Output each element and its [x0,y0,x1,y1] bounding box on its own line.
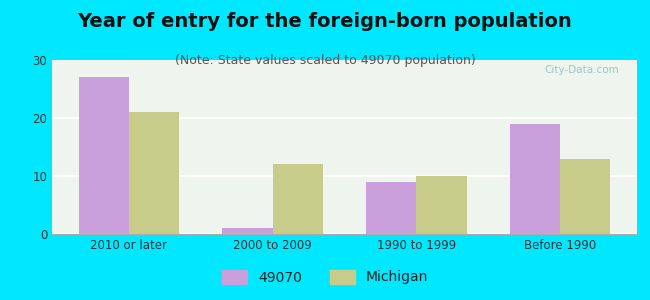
Text: City-Data.com: City-Data.com [545,65,619,75]
Bar [222,228,272,234]
Bar [79,77,129,234]
Bar [417,176,467,234]
Bar [129,112,179,234]
Bar [560,159,610,234]
Bar [272,164,323,234]
Legend: 49070, Michigan: 49070, Michigan [216,264,434,290]
Text: Year of entry for the foreign-born population: Year of entry for the foreign-born popul… [77,12,573,31]
Bar [366,182,417,234]
Text: (Note: State values scaled to 49070 population): (Note: State values scaled to 49070 popu… [175,54,475,67]
Bar [510,124,560,234]
